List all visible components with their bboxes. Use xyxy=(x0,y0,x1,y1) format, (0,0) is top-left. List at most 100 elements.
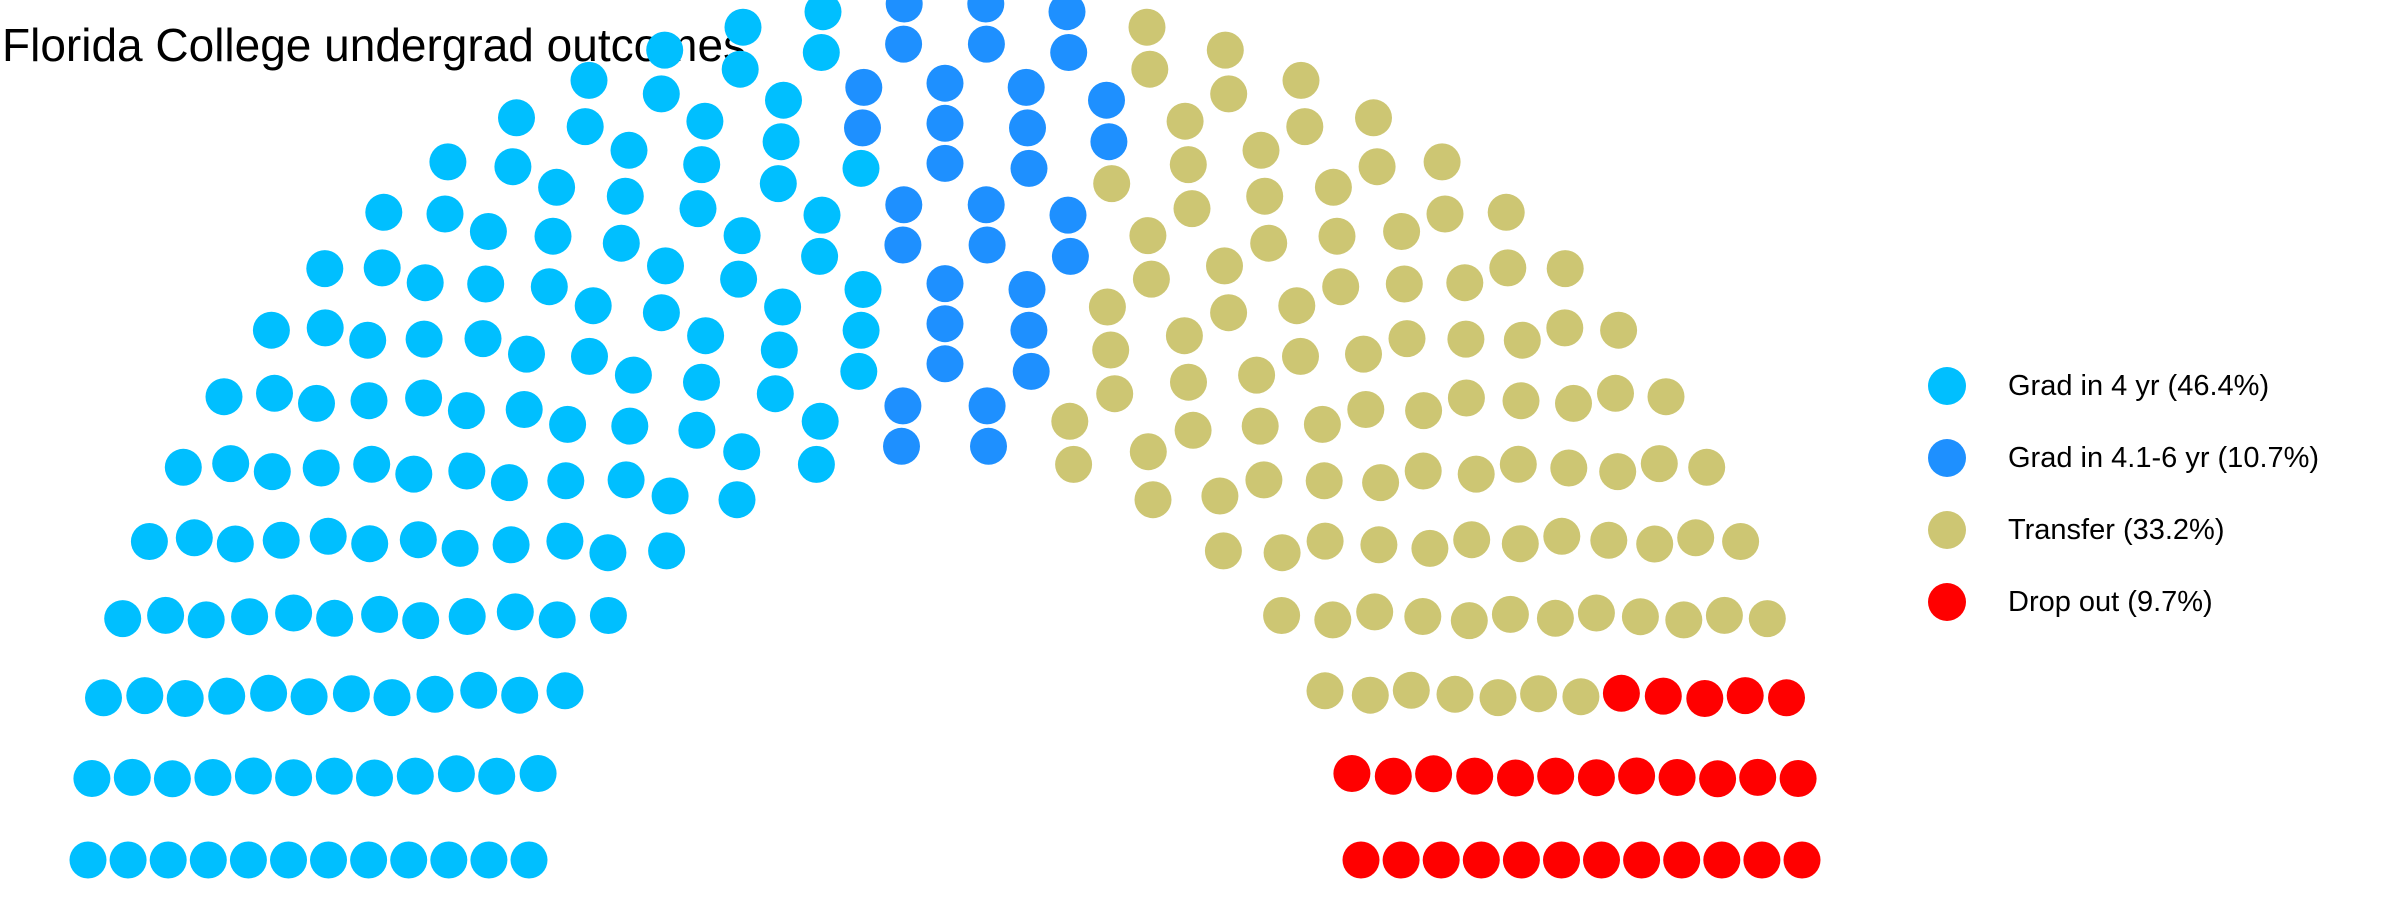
seat-dot-series-3 xyxy=(1502,841,1540,879)
seat-dot-series-3 xyxy=(1602,674,1640,712)
seat-dot-series-1 xyxy=(1050,34,1088,71)
seat-dot-series-1 xyxy=(926,345,964,383)
seat-dot-series-0 xyxy=(69,841,107,879)
seat-dot-series-0 xyxy=(306,309,344,347)
seat-dot-series-2 xyxy=(1355,99,1392,137)
seat-dot-series-0 xyxy=(441,529,479,567)
seat-dot-series-0 xyxy=(566,108,604,146)
seat-dot-series-2 xyxy=(1621,598,1659,636)
seat-dot-series-1 xyxy=(885,186,923,224)
seat-dot-series-3 xyxy=(1726,677,1764,715)
seat-dot-series-2 xyxy=(1206,31,1244,69)
seat-dot-series-0 xyxy=(166,680,204,717)
seat-dot-series-0 xyxy=(470,841,508,879)
seat-dot-series-2 xyxy=(1210,75,1248,113)
seat-dot-series-2 xyxy=(1457,455,1495,493)
seat-dot-series-0 xyxy=(212,445,250,483)
seat-dot-series-3 xyxy=(1374,757,1412,795)
seat-dot-series-0 xyxy=(574,287,612,325)
seat-dot-series-2 xyxy=(1055,445,1093,483)
seat-dot-series-0 xyxy=(607,461,645,499)
seat-dot-series-1 xyxy=(1012,352,1050,390)
seat-dot-series-2 xyxy=(1599,453,1637,491)
seat-dot-series-0 xyxy=(373,679,411,717)
seat-dot-series-3 xyxy=(1779,760,1817,797)
seat-dot-series-0 xyxy=(275,759,313,797)
seat-dot-series-0 xyxy=(469,213,507,250)
seat-dot-series-1 xyxy=(1009,109,1046,147)
seat-dot-series-2 xyxy=(1314,601,1352,639)
seat-dot-series-3 xyxy=(1623,841,1661,879)
seat-dot-series-1 xyxy=(1090,123,1128,161)
seat-dot-series-0 xyxy=(683,146,721,184)
seat-dot-series-2 xyxy=(1305,462,1343,500)
seat-dot-series-2 xyxy=(1347,391,1385,428)
seat-dot-series-3 xyxy=(1663,841,1701,879)
seat-dot-series-0 xyxy=(723,217,761,255)
legend-label: Grad in 4 yr (46.4%) xyxy=(2008,369,2270,402)
seat-dot-series-0 xyxy=(801,237,839,275)
seat-dot-series-1 xyxy=(926,144,964,182)
seat-dot-series-0 xyxy=(361,595,399,633)
seat-dot-series-2 xyxy=(1128,8,1166,46)
seat-dot-series-0 xyxy=(759,165,797,203)
seat-dot-series-0 xyxy=(390,841,428,879)
legend: Grad in 4 yr (46.4%) Grad in 4.1-6 yr (1… xyxy=(1928,350,2319,638)
legend-swatch xyxy=(1928,367,1966,405)
seat-dot-series-0 xyxy=(683,363,720,401)
seat-dot-series-2 xyxy=(1385,265,1423,303)
seat-dot-series-0 xyxy=(353,445,391,483)
seat-dot-series-0 xyxy=(153,760,191,798)
seat-dot-series-0 xyxy=(498,99,535,137)
seat-dot-series-2 xyxy=(1318,217,1356,255)
seat-dot-series-2 xyxy=(1360,526,1398,564)
seat-dot-series-2 xyxy=(1306,672,1344,710)
seat-dot-series-0 xyxy=(720,260,758,298)
seat-dot-series-0 xyxy=(256,374,293,412)
seat-dot-series-0 xyxy=(610,131,648,169)
seat-dot-series-0 xyxy=(718,481,756,519)
seat-dot-series-0 xyxy=(310,841,347,879)
seat-dot-series-0 xyxy=(126,677,164,715)
seat-dot-series-1 xyxy=(1007,68,1045,106)
seat-dot-series-2 xyxy=(1748,600,1786,638)
seat-dot-series-2 xyxy=(1677,519,1715,557)
seat-dot-series-2 xyxy=(1170,363,1207,401)
seat-dot-series-0 xyxy=(546,672,584,710)
seat-dot-series-3 xyxy=(1644,677,1682,715)
seat-dot-series-2 xyxy=(1503,321,1541,359)
seat-dot-series-0 xyxy=(478,757,516,795)
seat-dot-series-2 xyxy=(1241,407,1279,445)
legend-item-dropout: Drop out (9.7%) xyxy=(1928,566,2319,638)
seat-dot-series-2 xyxy=(1450,602,1488,640)
seat-dot-series-0 xyxy=(309,517,347,555)
seat-dot-series-0 xyxy=(606,177,644,215)
seat-dot-series-2 xyxy=(1489,249,1527,287)
seat-dot-series-0 xyxy=(216,525,254,563)
seat-dot-series-3 xyxy=(1537,757,1575,795)
seat-dot-series-0 xyxy=(437,755,475,793)
seat-dot-series-2 xyxy=(1487,193,1525,231)
seat-dot-series-0 xyxy=(490,464,528,502)
seat-dot-series-0 xyxy=(464,320,502,358)
seat-dot-series-1 xyxy=(1088,81,1125,119)
seat-dot-series-3 xyxy=(1618,757,1656,795)
legend-item-grad-6yr: Grad in 4.1-6 yr (10.7%) xyxy=(1928,422,2319,494)
seat-dot-series-0 xyxy=(571,337,608,375)
seat-dot-series-2 xyxy=(1093,165,1131,203)
seat-dot-series-2 xyxy=(1129,433,1167,471)
seat-dot-series-0 xyxy=(351,525,389,563)
seat-dot-series-0 xyxy=(501,676,539,714)
seat-dot-series-0 xyxy=(803,196,841,234)
seat-dot-series-0 xyxy=(315,757,353,795)
seat-dot-series-2 xyxy=(1129,217,1167,255)
seat-dot-series-2 xyxy=(1242,131,1280,169)
seat-dot-series-0 xyxy=(651,477,689,515)
seat-dot-series-3 xyxy=(1577,759,1615,797)
seat-dot-series-0 xyxy=(109,841,147,879)
seat-dot-series-0 xyxy=(687,317,725,355)
seat-dot-series-0 xyxy=(350,382,388,420)
seat-dot-series-0 xyxy=(363,249,401,287)
seat-dot-series-1 xyxy=(1010,149,1048,187)
